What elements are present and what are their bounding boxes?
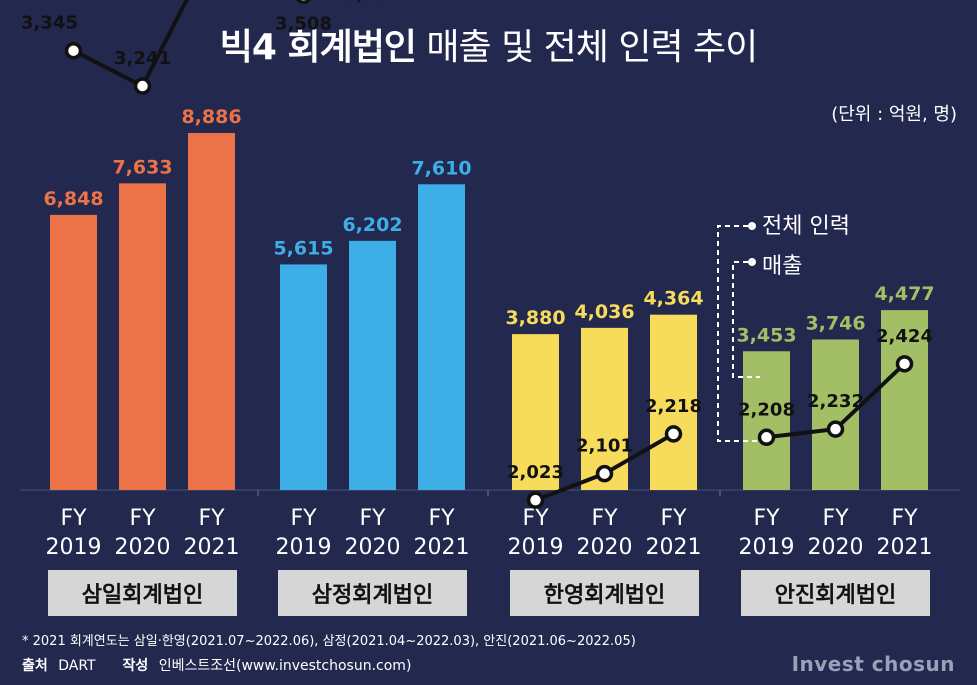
legend-revenue: 매출 bbox=[762, 254, 803, 279]
revenue-value-label: 6,202 bbox=[342, 214, 402, 236]
headcount-value-label: 2,424 bbox=[876, 326, 933, 347]
category-label-fy: FY bbox=[129, 506, 156, 531]
headcount-value-label: 3,345 bbox=[21, 13, 78, 34]
author-value: 인베스트조선(www.investchosun.com) bbox=[158, 658, 412, 674]
group-label-box bbox=[48, 570, 237, 616]
title-rest: 매출 및 전체 인력 추이 bbox=[426, 27, 758, 68]
revenue-value-label: 5,615 bbox=[273, 237, 333, 259]
category-label-year: 2021 bbox=[184, 535, 240, 560]
legend-headcount: 전체 인력 bbox=[762, 214, 850, 239]
brand-logo: Invest chosun bbox=[791, 652, 955, 676]
revenue-value-label: 3,880 bbox=[505, 307, 565, 329]
revenue-bar bbox=[349, 240, 396, 490]
category-label-year: 2021 bbox=[414, 535, 470, 560]
category-label-year: 2020 bbox=[115, 535, 171, 560]
group-label: 한영회계법인 bbox=[544, 583, 665, 608]
revenue-bar bbox=[50, 214, 97, 490]
revenue-bar bbox=[119, 183, 166, 490]
category-label-year: 2021 bbox=[646, 535, 702, 560]
headcount-point bbox=[757, 428, 776, 447]
headcount-point bbox=[526, 491, 545, 509]
category-label-fy: FY bbox=[428, 506, 455, 531]
headcount-point bbox=[64, 41, 83, 60]
headcount-point bbox=[826, 420, 845, 438]
headcount-point bbox=[595, 464, 614, 483]
headcount-value-label: 3,594 bbox=[344, 0, 401, 5]
title-bold: 빅4 회계법인 bbox=[219, 27, 417, 68]
revenue-value-label: 3,453 bbox=[736, 324, 796, 346]
revenue-bar bbox=[188, 133, 235, 490]
headcount-point bbox=[133, 77, 152, 95]
revenue-value-label: 4,364 bbox=[643, 288, 703, 310]
revenue-value-label: 6,848 bbox=[43, 188, 103, 210]
category-label-year: 2019 bbox=[739, 535, 795, 560]
headcount-value-label: 2,232 bbox=[807, 391, 864, 412]
headcount-value-label: 2,208 bbox=[738, 399, 795, 420]
group-label: 삼정회계법인 bbox=[312, 583, 433, 608]
category-label-fy: FY bbox=[60, 506, 87, 531]
category-label-year: 2020 bbox=[577, 535, 633, 560]
headcount-line bbox=[72, 0, 189, 89]
chart-title: 빅4 회계법인 매출 및 전체 인력 추이 bbox=[0, 18, 977, 70]
unit-label: (단위 : 억원, 명) bbox=[831, 104, 957, 125]
revenue-value-label: 4,477 bbox=[874, 283, 934, 305]
category-label-fy: FY bbox=[198, 506, 225, 531]
revenue-bar bbox=[512, 334, 559, 490]
source-label: 출처 bbox=[22, 658, 48, 674]
category-label-year: 2019 bbox=[508, 535, 564, 560]
category-label-fy: FY bbox=[591, 506, 618, 531]
legend-bullet-headcount bbox=[748, 222, 756, 230]
category-label-fy: FY bbox=[359, 506, 386, 531]
category-label-fy: FY bbox=[522, 506, 549, 531]
category-label-year: 2019 bbox=[276, 535, 332, 560]
group-label-box bbox=[510, 570, 699, 616]
group-label: 삼일회계법인 bbox=[82, 583, 203, 608]
category-label-year: 2020 bbox=[345, 535, 401, 560]
source-line: 출처 DART 작성 인베스트조선(www.investchosun.com) bbox=[22, 655, 411, 675]
category-label-fy: FY bbox=[822, 506, 849, 531]
headcount-value-label: 2,023 bbox=[507, 462, 564, 483]
category-label-fy: FY bbox=[660, 506, 687, 531]
revenue-value-label: 4,036 bbox=[574, 301, 634, 323]
revenue-bar bbox=[650, 314, 697, 490]
headcount-value-label: 2,218 bbox=[645, 396, 702, 417]
headcount-value-label: 3,508 bbox=[275, 13, 332, 34]
revenue-bar bbox=[743, 351, 790, 490]
group-label: 안진회계법인 bbox=[775, 583, 896, 608]
headcount-point bbox=[895, 355, 914, 373]
category-label-year: 2020 bbox=[808, 535, 864, 560]
category-label-fy: FY bbox=[290, 506, 317, 531]
footnote: * 2021 회계연도는 삼일·한영(2021.07~2022.06), 삼정(… bbox=[22, 634, 636, 649]
category-label-year: 2019 bbox=[46, 535, 102, 560]
revenue-bar bbox=[881, 310, 928, 490]
legend-connector-headcount bbox=[717, 225, 760, 442]
group-label-box bbox=[278, 570, 467, 616]
legend-bullet-revenue bbox=[748, 258, 756, 266]
headcount-value-label: 3,241 bbox=[114, 48, 171, 69]
revenue-bar bbox=[280, 264, 327, 490]
author-label: 작성 bbox=[122, 658, 149, 674]
revenue-value-label: 7,633 bbox=[112, 156, 172, 178]
legend-connector-revenue bbox=[732, 261, 760, 378]
headcount-point bbox=[664, 425, 683, 443]
group-label-box bbox=[741, 570, 930, 616]
headcount-value-label: 2,101 bbox=[576, 436, 633, 457]
source-value: DART bbox=[58, 658, 96, 674]
headcount-point bbox=[296, 0, 311, 5]
category-label-year: 2021 bbox=[877, 535, 933, 560]
revenue-value-label: 7,610 bbox=[411, 157, 471, 179]
revenue-value-label: 8,886 bbox=[181, 106, 241, 128]
category-label-fy: FY bbox=[891, 506, 918, 531]
category-label-fy: FY bbox=[753, 506, 780, 531]
revenue-value-label: 3,746 bbox=[805, 313, 865, 335]
revenue-bar bbox=[418, 184, 465, 490]
